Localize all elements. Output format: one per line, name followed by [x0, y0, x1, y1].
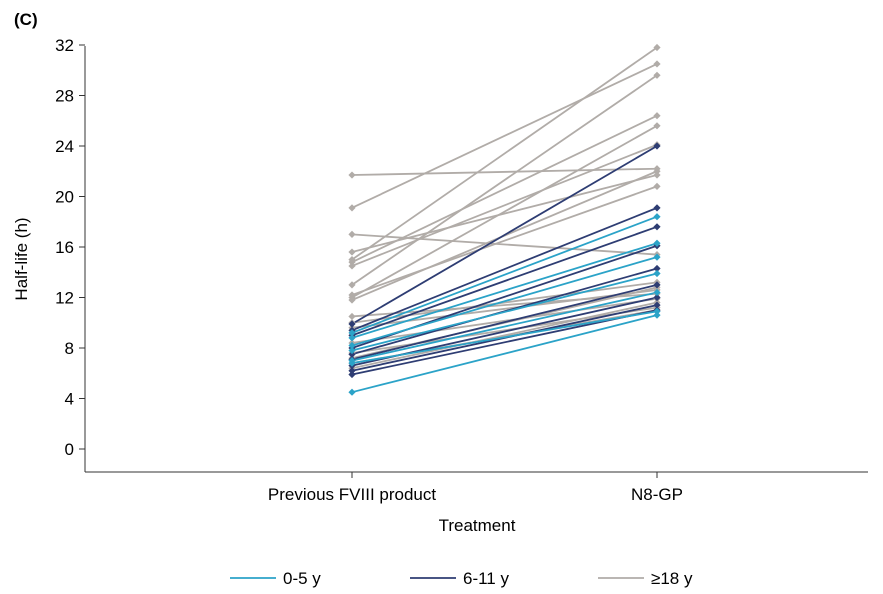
panel-label: (C) — [14, 10, 38, 29]
data-point — [653, 311, 661, 319]
data-point — [653, 182, 661, 190]
series-line — [351, 256, 658, 347]
x-axis-title: Treatment — [439, 516, 516, 535]
y-tick-label: 24 — [55, 137, 74, 156]
legend-label: 0-5 y — [283, 569, 321, 588]
legend-label: 6-11 y — [463, 569, 509, 588]
data-point — [348, 370, 356, 379]
data-point — [653, 288, 661, 297]
data-point — [348, 329, 356, 337]
data-point — [348, 359, 356, 367]
series-line — [351, 242, 658, 339]
data-point — [653, 293, 661, 302]
data-point — [653, 269, 661, 278]
data-point — [653, 239, 661, 247]
series-line — [351, 233, 658, 256]
y-tick-label: 20 — [55, 188, 74, 207]
data-point — [348, 281, 356, 289]
data-point — [653, 122, 661, 130]
data-point — [653, 171, 661, 179]
data-point — [348, 320, 356, 328]
data-point — [653, 43, 661, 52]
data-point — [653, 204, 661, 212]
y-axis-title: Half-life (h) — [12, 217, 31, 300]
y-ticks: 0 4 8 12 16 20 24 28 32 — [55, 36, 85, 459]
series-line — [351, 284, 658, 361]
y-tick-label: 8 — [65, 339, 74, 358]
x-tick-label: N8-GP — [631, 485, 683, 504]
data-point — [653, 213, 661, 221]
series-line — [351, 125, 658, 299]
data-point — [653, 112, 661, 120]
series-line — [351, 314, 658, 394]
series-line — [351, 145, 658, 325]
y-tick-label: 0 — [65, 440, 74, 459]
data-point — [348, 171, 356, 179]
series-line — [351, 46, 658, 261]
data-point — [653, 253, 661, 261]
series-line — [351, 207, 658, 332]
data-point — [348, 204, 356, 212]
y-tick-label: 12 — [55, 289, 74, 308]
series-line — [351, 174, 658, 253]
data-point — [348, 341, 356, 350]
data-point — [653, 167, 661, 175]
series-line — [351, 297, 658, 344]
series-lines — [351, 46, 658, 394]
series-line — [351, 63, 658, 209]
series-line — [351, 185, 658, 296]
data-point — [653, 71, 661, 79]
series-line — [351, 301, 658, 370]
series-line — [351, 167, 658, 176]
y-tick-label: 4 — [65, 390, 74, 409]
series-line — [351, 114, 658, 263]
data-point — [348, 346, 356, 355]
series-line — [351, 74, 658, 286]
series-line — [351, 143, 658, 267]
data-point — [348, 367, 356, 375]
data-point — [653, 264, 661, 273]
data-point — [348, 296, 356, 304]
y-tick-label: 32 — [55, 36, 74, 55]
data-point — [348, 230, 356, 238]
data-point — [348, 388, 356, 396]
x-ticks: Previous FVIII product N8-GP — [268, 472, 683, 504]
data-point — [653, 60, 661, 68]
y-tick-label: 16 — [55, 238, 74, 257]
legend: 0-5 y 6-11 y ≥18 y — [230, 569, 693, 588]
series-points — [348, 43, 661, 396]
data-point — [653, 142, 661, 150]
data-point — [348, 248, 356, 256]
data-point — [653, 223, 661, 231]
series-line — [351, 281, 658, 324]
data-point — [348, 350, 356, 358]
legend-label: ≥18 y — [651, 569, 693, 588]
series-line — [351, 225, 658, 337]
data-point — [653, 301, 661, 309]
data-point — [348, 334, 356, 342]
series-line — [351, 215, 658, 334]
y-tick-label: 28 — [55, 87, 74, 106]
x-tick-label: Previous FVIII product — [268, 485, 436, 504]
data-point — [348, 312, 356, 321]
plot-area: 0 4 8 12 16 20 24 28 32 Previous FVIII product N8… — [55, 36, 868, 504]
series-line — [351, 310, 658, 365]
series-line — [351, 272, 658, 352]
data-point — [653, 307, 661, 315]
data-point — [348, 262, 356, 270]
data-point — [348, 258, 356, 266]
series-line — [351, 291, 658, 362]
data-point — [653, 281, 661, 289]
